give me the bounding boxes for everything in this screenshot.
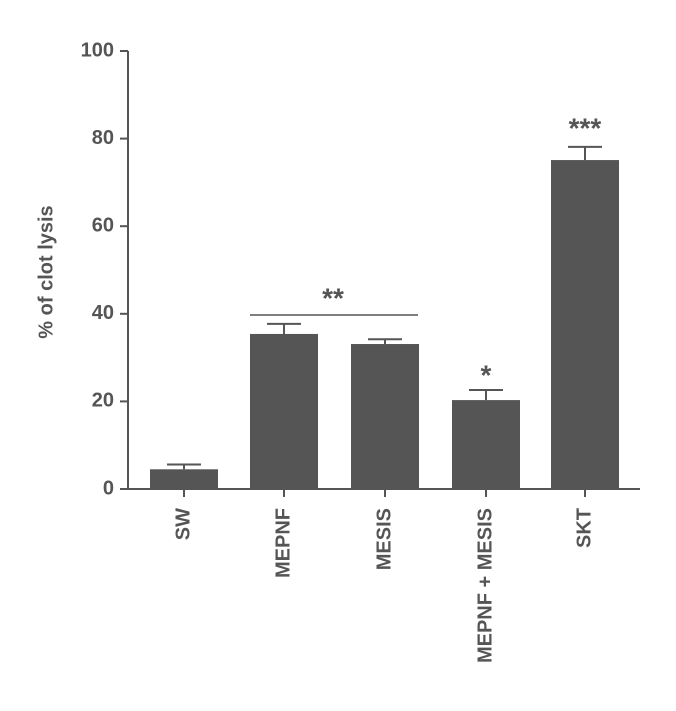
- y-tick-label: 100: [81, 39, 114, 61]
- significance-label: **: [322, 282, 344, 313]
- significance-label: ***: [569, 112, 602, 143]
- bar: [250, 333, 318, 489]
- y-axis-label: % of clot lysis: [35, 205, 57, 338]
- x-tick-label: MESIS: [373, 508, 395, 570]
- x-tick-label: SW: [172, 508, 194, 540]
- x-tick-label: MEPNF + MESIS: [474, 508, 496, 663]
- y-tick-label: 40: [92, 302, 114, 324]
- bar: [351, 344, 419, 489]
- y-tick-label: 60: [92, 214, 114, 236]
- y-tick-label: 80: [92, 127, 114, 149]
- bar: [150, 469, 218, 489]
- x-tick-label: SKT: [573, 508, 595, 548]
- x-tick-label: MEPNF: [272, 508, 294, 578]
- significance-label: *: [481, 359, 492, 390]
- y-tick-label: 0: [103, 477, 114, 499]
- bar: [551, 160, 619, 489]
- bar: [452, 400, 520, 489]
- y-tick-label: 20: [92, 390, 114, 412]
